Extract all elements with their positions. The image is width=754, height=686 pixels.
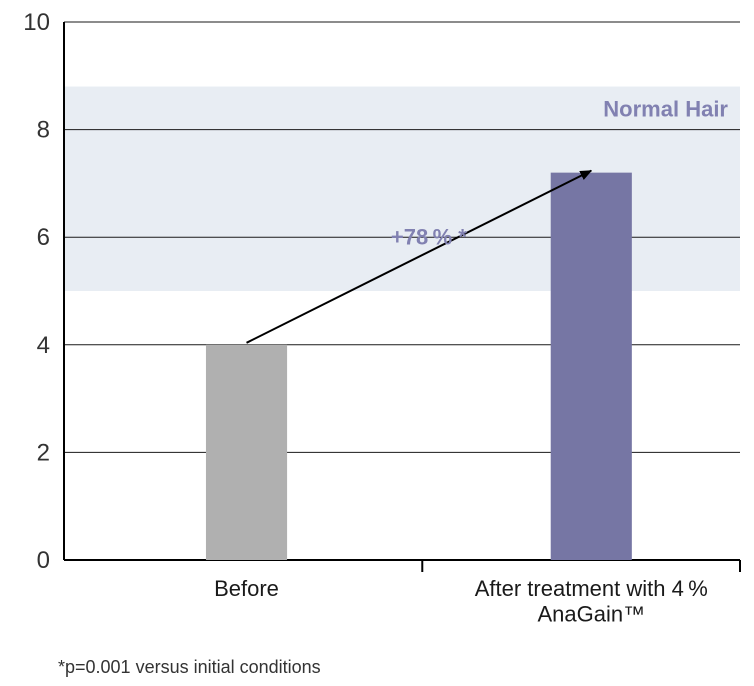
- footnote-text: *p=0.001 versus initial conditions: [58, 657, 321, 678]
- y-tick-label: 6: [37, 224, 50, 251]
- bar-chart: Normal Hair0246810BeforeAfter treatment …: [0, 0, 754, 686]
- bar-before: [206, 345, 287, 560]
- y-tick-label: 4: [37, 332, 50, 359]
- normal-hair-label: Normal Hair: [603, 97, 728, 122]
- chart-container: Normal Hair0246810BeforeAfter treatment …: [0, 0, 754, 686]
- y-tick-label: 0: [37, 547, 50, 574]
- percent-change-label: +78 % *: [391, 225, 467, 250]
- y-tick-label: 8: [37, 117, 50, 144]
- y-tick-label: 10: [23, 9, 50, 36]
- bar-after: [551, 173, 632, 560]
- y-tick-label: 2: [37, 439, 50, 466]
- x-label-before: Before: [214, 576, 279, 601]
